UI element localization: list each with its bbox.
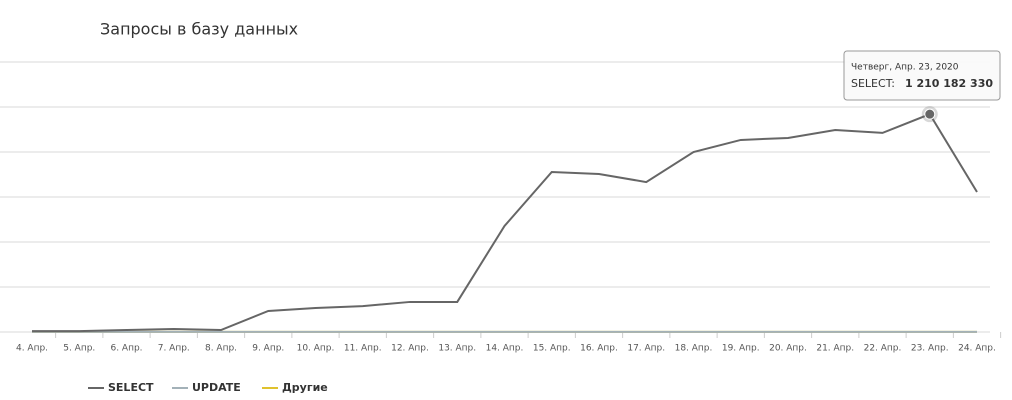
legend-label: Другие [282, 381, 328, 394]
x-tick-label: 7. Апр. [158, 344, 190, 354]
x-tick-label: 11. Апр. [344, 344, 382, 354]
x-tick-label: 20. Апр. [769, 344, 807, 354]
x-tick-label: 5. Апр. [63, 344, 95, 354]
tooltip-date: Четверг, Апр. 23, 2020 [851, 63, 959, 73]
x-tick-label: 6. Апр. [110, 344, 142, 354]
x-tick-label: 13. Апр. [438, 344, 476, 354]
x-tick-label: 8. Апр. [205, 344, 237, 354]
x-tick-label: 24. Апр. [958, 344, 996, 354]
tooltip-box [843, 50, 1001, 101]
hover-point [924, 108, 936, 120]
x-tick-label: 21. Апр. [816, 344, 854, 354]
x-tick-label: 18. Апр. [675, 344, 713, 354]
legend-label: SELECT [108, 381, 154, 394]
x-tick-label: 10. Апр. [297, 344, 335, 354]
tooltip-label: SELECT: [851, 77, 895, 90]
series-line [32, 112, 978, 333]
x-tick-label: 14. Апр. [486, 344, 524, 354]
x-tick-label: 23. Апр. [911, 344, 949, 354]
x-tick-label: 12. Апр. [391, 344, 429, 354]
x-tick-label: 4. Апр. [16, 344, 48, 354]
x-tick-label: 22. Апр. [864, 344, 902, 354]
tooltip-value: 1 210 182 330 [905, 77, 993, 90]
x-tick-label: 17. Апр. [627, 344, 665, 354]
x-tick-label: 16. Апр. [580, 344, 618, 354]
chart-title: Запросы в базу данных [100, 20, 298, 39]
legend-label: UPDATE [192, 381, 241, 394]
x-tick-label: 15. Апр. [533, 344, 571, 354]
x-tick-label: 9. Апр. [252, 344, 284, 354]
x-tick-label: 19. Апр. [722, 344, 760, 354]
